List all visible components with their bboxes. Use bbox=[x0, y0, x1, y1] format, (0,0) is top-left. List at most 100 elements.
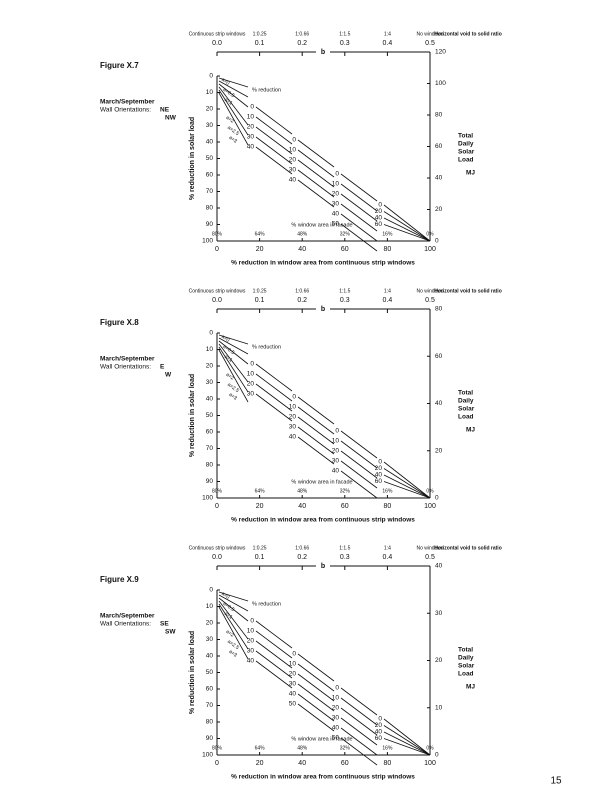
left-tick-label: 30 bbox=[206, 122, 214, 129]
group-label: 40 bbox=[247, 658, 255, 665]
left-tick-label: 50 bbox=[206, 669, 214, 676]
bottom-tick-label: 80 bbox=[384, 246, 392, 253]
orientation-label: Wall Orientations: bbox=[100, 107, 151, 114]
label-gap bbox=[316, 47, 330, 57]
top-header: Continuous strip windows bbox=[189, 31, 246, 37]
facade-tick-label: 0% bbox=[426, 745, 434, 751]
group-label: 30 bbox=[289, 681, 297, 688]
nomogram-line bbox=[340, 727, 378, 756]
a-label: a=1 bbox=[223, 97, 234, 107]
nomogram-line bbox=[340, 430, 378, 459]
nomogram-line bbox=[340, 717, 378, 746]
group-label: 20 bbox=[289, 414, 297, 421]
group-label: 40 bbox=[289, 434, 297, 441]
top-header: 1:0.66 bbox=[295, 288, 309, 294]
facade-header: % window area in facade bbox=[291, 479, 352, 485]
right-tick-label: 0 bbox=[435, 495, 439, 502]
top-tick-label: 0.2 bbox=[297, 554, 307, 561]
top-tick-label: 0.0 bbox=[212, 297, 222, 304]
facade-tick-label: 80% bbox=[212, 745, 223, 751]
nomogram-line bbox=[383, 738, 431, 756]
orientation: NE bbox=[160, 107, 170, 114]
bottom-tick-label: 20 bbox=[256, 760, 264, 767]
facade-tick-label: 32% bbox=[340, 488, 351, 494]
group-label: 0 bbox=[292, 394, 296, 401]
label-gap bbox=[316, 561, 330, 571]
top-header: Continuous strip windows bbox=[189, 545, 246, 551]
group-label: 0 bbox=[250, 361, 254, 368]
group-label: 30 bbox=[247, 648, 255, 655]
facade-header: % window area in facade bbox=[291, 736, 352, 742]
top-axis-label: b bbox=[321, 306, 325, 313]
nomogram-line bbox=[297, 653, 335, 682]
group-label: 20 bbox=[375, 208, 383, 215]
right-axis-label: Total bbox=[458, 133, 473, 140]
nomogram-line bbox=[255, 640, 293, 669]
left-tick-label: 50 bbox=[206, 155, 214, 162]
bottom-tick-label: 20 bbox=[256, 503, 264, 510]
top-header: 1:1.5 bbox=[339, 31, 350, 37]
group-label: 10 bbox=[289, 404, 297, 411]
group-label: 30 bbox=[332, 715, 340, 722]
nomogram-line bbox=[255, 373, 293, 402]
group-label: 40 bbox=[375, 472, 383, 479]
a-label: a=1 bbox=[223, 611, 234, 621]
group-label: 40 bbox=[332, 211, 340, 218]
left-tick-label: 90 bbox=[206, 478, 214, 485]
facade-tick-label: 64% bbox=[255, 745, 266, 751]
a-line bbox=[218, 597, 249, 622]
nomogram-line bbox=[383, 461, 431, 499]
nomogram-line bbox=[383, 224, 431, 242]
left-axis-label: % reduction in solar load bbox=[189, 117, 196, 200]
group-label: 40 bbox=[289, 691, 297, 698]
top-header: 1:4 bbox=[384, 288, 391, 294]
nomogram-line bbox=[340, 440, 378, 469]
top-tick-label: 0.1 bbox=[255, 297, 265, 304]
nomogram-line bbox=[297, 149, 335, 178]
facade-tick-label: 48% bbox=[297, 488, 308, 494]
nomogram-line bbox=[297, 693, 335, 722]
period: March/September bbox=[100, 613, 155, 620]
a-line bbox=[218, 337, 249, 355]
group-label: 20 bbox=[247, 381, 255, 388]
right-axis-label: Solar bbox=[458, 149, 475, 156]
nomogram-line bbox=[383, 211, 431, 242]
bottom-tick-label: 100 bbox=[424, 760, 436, 767]
left-tick-label: 70 bbox=[206, 445, 214, 452]
nomogram-line bbox=[340, 213, 378, 242]
nomogram-line bbox=[340, 203, 378, 232]
orientation: NW bbox=[165, 115, 177, 122]
group-label: 10 bbox=[332, 438, 340, 445]
right-axis-label: Load bbox=[458, 671, 474, 678]
nomogram-line bbox=[255, 630, 293, 659]
group-label: 60 bbox=[375, 478, 383, 485]
left-tick-label: 80 bbox=[206, 462, 214, 469]
nomogram-line bbox=[340, 223, 378, 252]
bottom-tick-label: 0 bbox=[215, 503, 219, 510]
group-label: 30 bbox=[289, 167, 297, 174]
group-label: 40 bbox=[247, 144, 255, 151]
left-tick-label: 90 bbox=[206, 221, 214, 228]
facade-tick-label: 16% bbox=[382, 488, 393, 494]
a-line bbox=[218, 77, 249, 88]
right-tick-label: 0 bbox=[435, 238, 439, 245]
period: March/September bbox=[100, 356, 155, 363]
right-tick-label: 20 bbox=[435, 447, 443, 454]
top-header: No windows bbox=[417, 545, 444, 551]
right-tick-label: 10 bbox=[435, 704, 443, 711]
group-label: 10 bbox=[247, 371, 255, 378]
a-line bbox=[218, 606, 249, 660]
a-line bbox=[218, 89, 249, 136]
nomogram-line bbox=[383, 474, 431, 499]
group-label: 40 bbox=[289, 177, 297, 184]
group-label: 50 bbox=[289, 701, 297, 708]
nomogram-line bbox=[297, 179, 335, 208]
right-tick-label: 80 bbox=[435, 112, 443, 119]
nomogram-line bbox=[297, 436, 335, 465]
a-label: a=3 bbox=[228, 392, 239, 402]
group-label: 10 bbox=[289, 147, 297, 154]
right-axis-label: Total bbox=[458, 647, 473, 654]
left-tick-label: 20 bbox=[206, 106, 214, 113]
